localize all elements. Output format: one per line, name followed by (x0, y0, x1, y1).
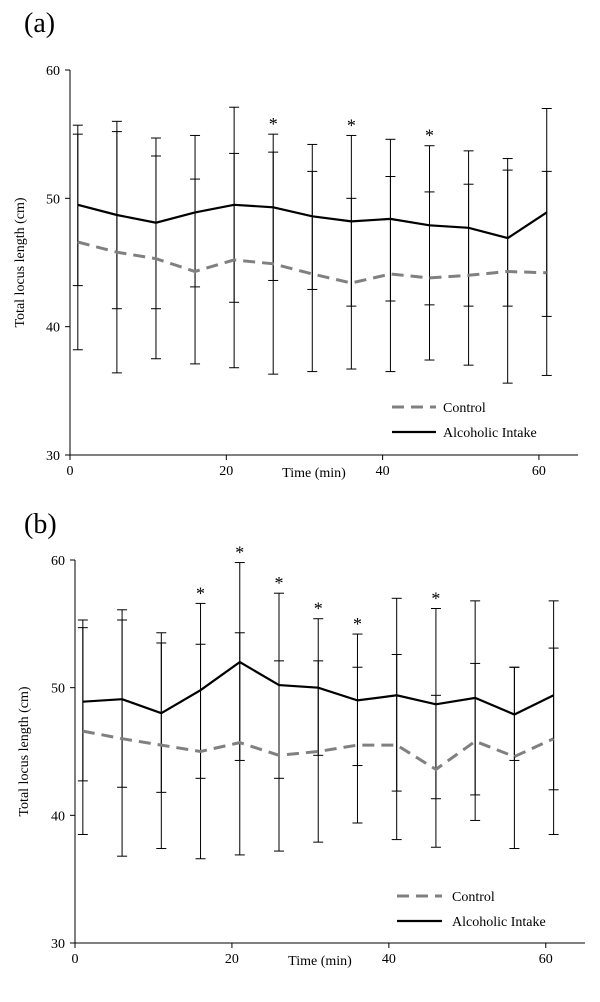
panel-b-x-tick-label: 20 (225, 952, 239, 967)
panel-a-x-tick-label: 0 (67, 464, 74, 479)
panel-b-series-line-control (82, 729, 555, 772)
panel-b-x-axis-title: Time (min) (288, 954, 352, 969)
panel-b-significance-marker: * (275, 573, 284, 593)
panel-a-label: (a) (24, 8, 55, 39)
panel-a-error-bar-alcohol (385, 138, 396, 302)
panel-a-error-bar-alcohol (541, 108, 552, 317)
panel-a-error-bar-alcohol (190, 134, 201, 288)
panel-a-y-axis-title: Total locus length (cm) (13, 197, 28, 327)
panel-b-significance-marker: * (235, 543, 244, 563)
panel-a-x-tick-label: 60 (532, 464, 546, 479)
panel-b-x-tick-label: 40 (382, 952, 396, 967)
panel-b-y-tick-label: 60 (51, 554, 65, 569)
panel-a-legend-label-control: Control (443, 401, 486, 416)
panel-a-y-tick-label: 40 (46, 321, 60, 336)
panel-a-y-tick-label: 30 (46, 449, 60, 464)
panel-a-legend-label-alcohol: Alcoholic Intake (443, 426, 537, 441)
panel-a-x-tick-label: 40 (376, 464, 390, 479)
panel-a-y-tick-label: 60 (46, 64, 60, 79)
panel-b-y-axis-title: Total locus length (cm) (17, 686, 32, 816)
panel-b-significance-marker: * (431, 589, 440, 609)
panel-b-y-tick-label: 30 (51, 937, 65, 952)
panel-a-significance-marker: * (347, 115, 356, 135)
panel-b-series-line-alcohol (82, 660, 555, 716)
panel-a-y-tick-label: 50 (46, 192, 60, 207)
panel-a-x-tick-label: 20 (219, 464, 233, 479)
panel-b-legend-label-alcohol: Alcoholic Intake (452, 915, 546, 930)
panel-b-x-tick-label: 0 (72, 952, 79, 967)
panel-b-legend-label-control: Control (452, 890, 495, 905)
panel-b-significance-marker: * (353, 614, 362, 634)
panel-a-significance-marker: * (269, 114, 278, 134)
panel-a-series-line-control (77, 240, 547, 285)
panel-b-significance-marker: * (196, 583, 205, 603)
panel-a-x-axis-title: Time (min) (282, 466, 346, 481)
panel-b-y-tick-label: 50 (51, 682, 65, 697)
panel-b-error-bar-alcohol (77, 619, 88, 782)
panel-b-y-tick-label: 40 (51, 809, 65, 824)
panel-b-label: (b) (24, 509, 57, 540)
panel-b-error-bar-alcohol (548, 600, 559, 791)
panel-a-significance-marker: * (425, 126, 434, 146)
panel-b-x-tick-label: 60 (539, 952, 553, 967)
panel-a-series-line-alcohol (77, 203, 548, 240)
panel-b-significance-marker: * (314, 599, 323, 619)
